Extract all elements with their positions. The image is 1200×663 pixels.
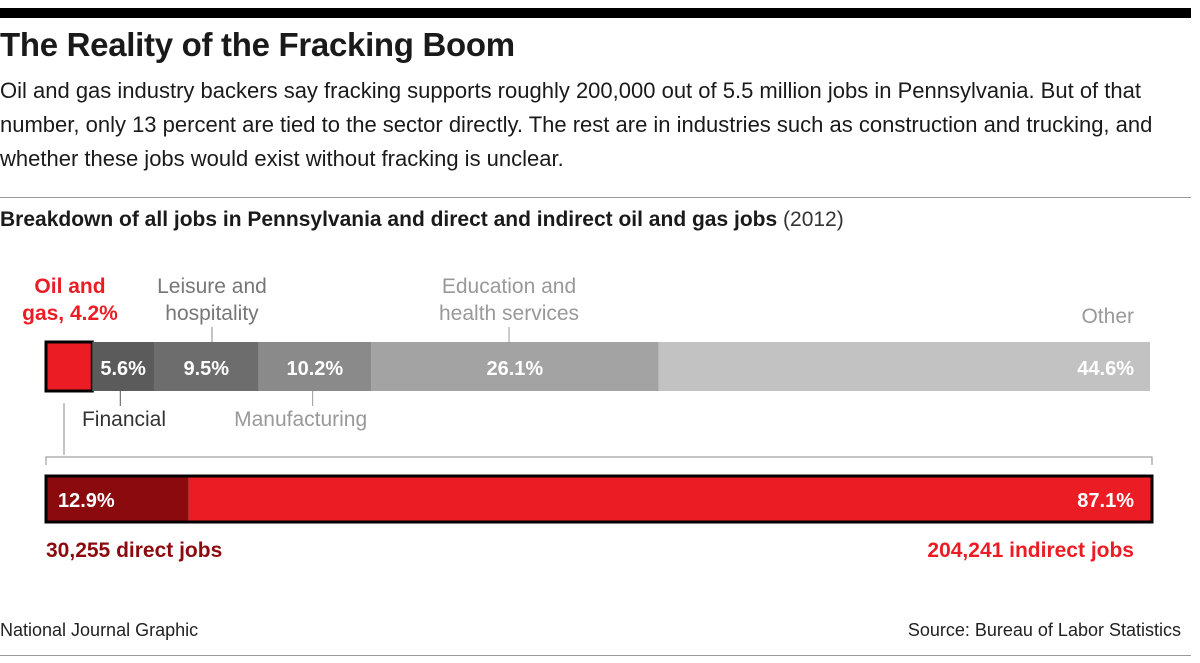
bar-segment-financial — [92, 342, 154, 391]
footer-credit: National Journal Graphic — [0, 620, 199, 640]
category-label-other: Other — [1081, 305, 1134, 328]
data-label-indirect: 87.1% — [1077, 490, 1134, 512]
category-label-leisure-and-hospitality-line1: Leisure and — [157, 275, 267, 298]
data-label-other: 44.6% — [1077, 358, 1134, 380]
category-label-education-and-health-services-line2: health services — [439, 302, 579, 325]
zoom-bracket — [45, 456, 1153, 465]
data-label-manufacturing: 10.2% — [286, 358, 343, 380]
subtitle-year: (2012) — [783, 208, 844, 231]
category-label-oil-and-gas-4-2-line2: gas, 4.2% — [22, 302, 118, 325]
chart-subtitle: Breakdown of all jobs in Pennsylvania an… — [0, 208, 844, 232]
category-label-direct-jobs: 30,255 direct jobs — [46, 539, 222, 562]
category-label-indirect-jobs: 204,241 indirect jobs — [927, 539, 1134, 562]
bar-segment-other — [658, 342, 1150, 391]
data-label-education-and-health-services: 26.1% — [486, 358, 543, 380]
bar-segment-manufacturing — [258, 342, 372, 391]
bar-outline — [44, 474, 1154, 524]
bottom-divider — [0, 655, 1191, 656]
bar-segment-204-241-indirect-jobs — [188, 476, 1152, 522]
subtitle-text: Breakdown of all jobs in Pennsylvania an… — [0, 208, 778, 231]
data-label-leisure-and-hospitality: 9.5% — [184, 358, 230, 380]
data-label-direct: 12.9% — [58, 490, 115, 512]
category-label-financial: Financial — [82, 408, 166, 431]
top-divider — [0, 197, 1191, 198]
category-label-oil-and-gas-4-2-line1: Oil and — [34, 275, 105, 298]
footer-source: Source: Bureau of Labor Statistics — [907, 620, 1181, 640]
bar-segment-education-and-health-services — [371, 342, 659, 391]
bar-segment-oil-and-gas-4-2 — [44, 340, 94, 393]
category-label-leisure-and-hospitality-line2: hospitality — [165, 302, 259, 325]
bar-segment-leisure-and-hospitality — [153, 342, 259, 391]
category-label-manufacturing: Manufacturing — [234, 408, 367, 431]
chart-intro: Oil and gas industry backers say frackin… — [0, 78, 1153, 171]
chart-title: The Reality of the Fracking Boom — [0, 26, 515, 63]
category-label-education-and-health-services-line1: Education and — [442, 275, 576, 298]
bar-segment-30-255-direct-jobs — [46, 476, 189, 522]
data-label-financial: 5.6% — [100, 358, 146, 380]
top-bar — [0, 8, 1191, 18]
